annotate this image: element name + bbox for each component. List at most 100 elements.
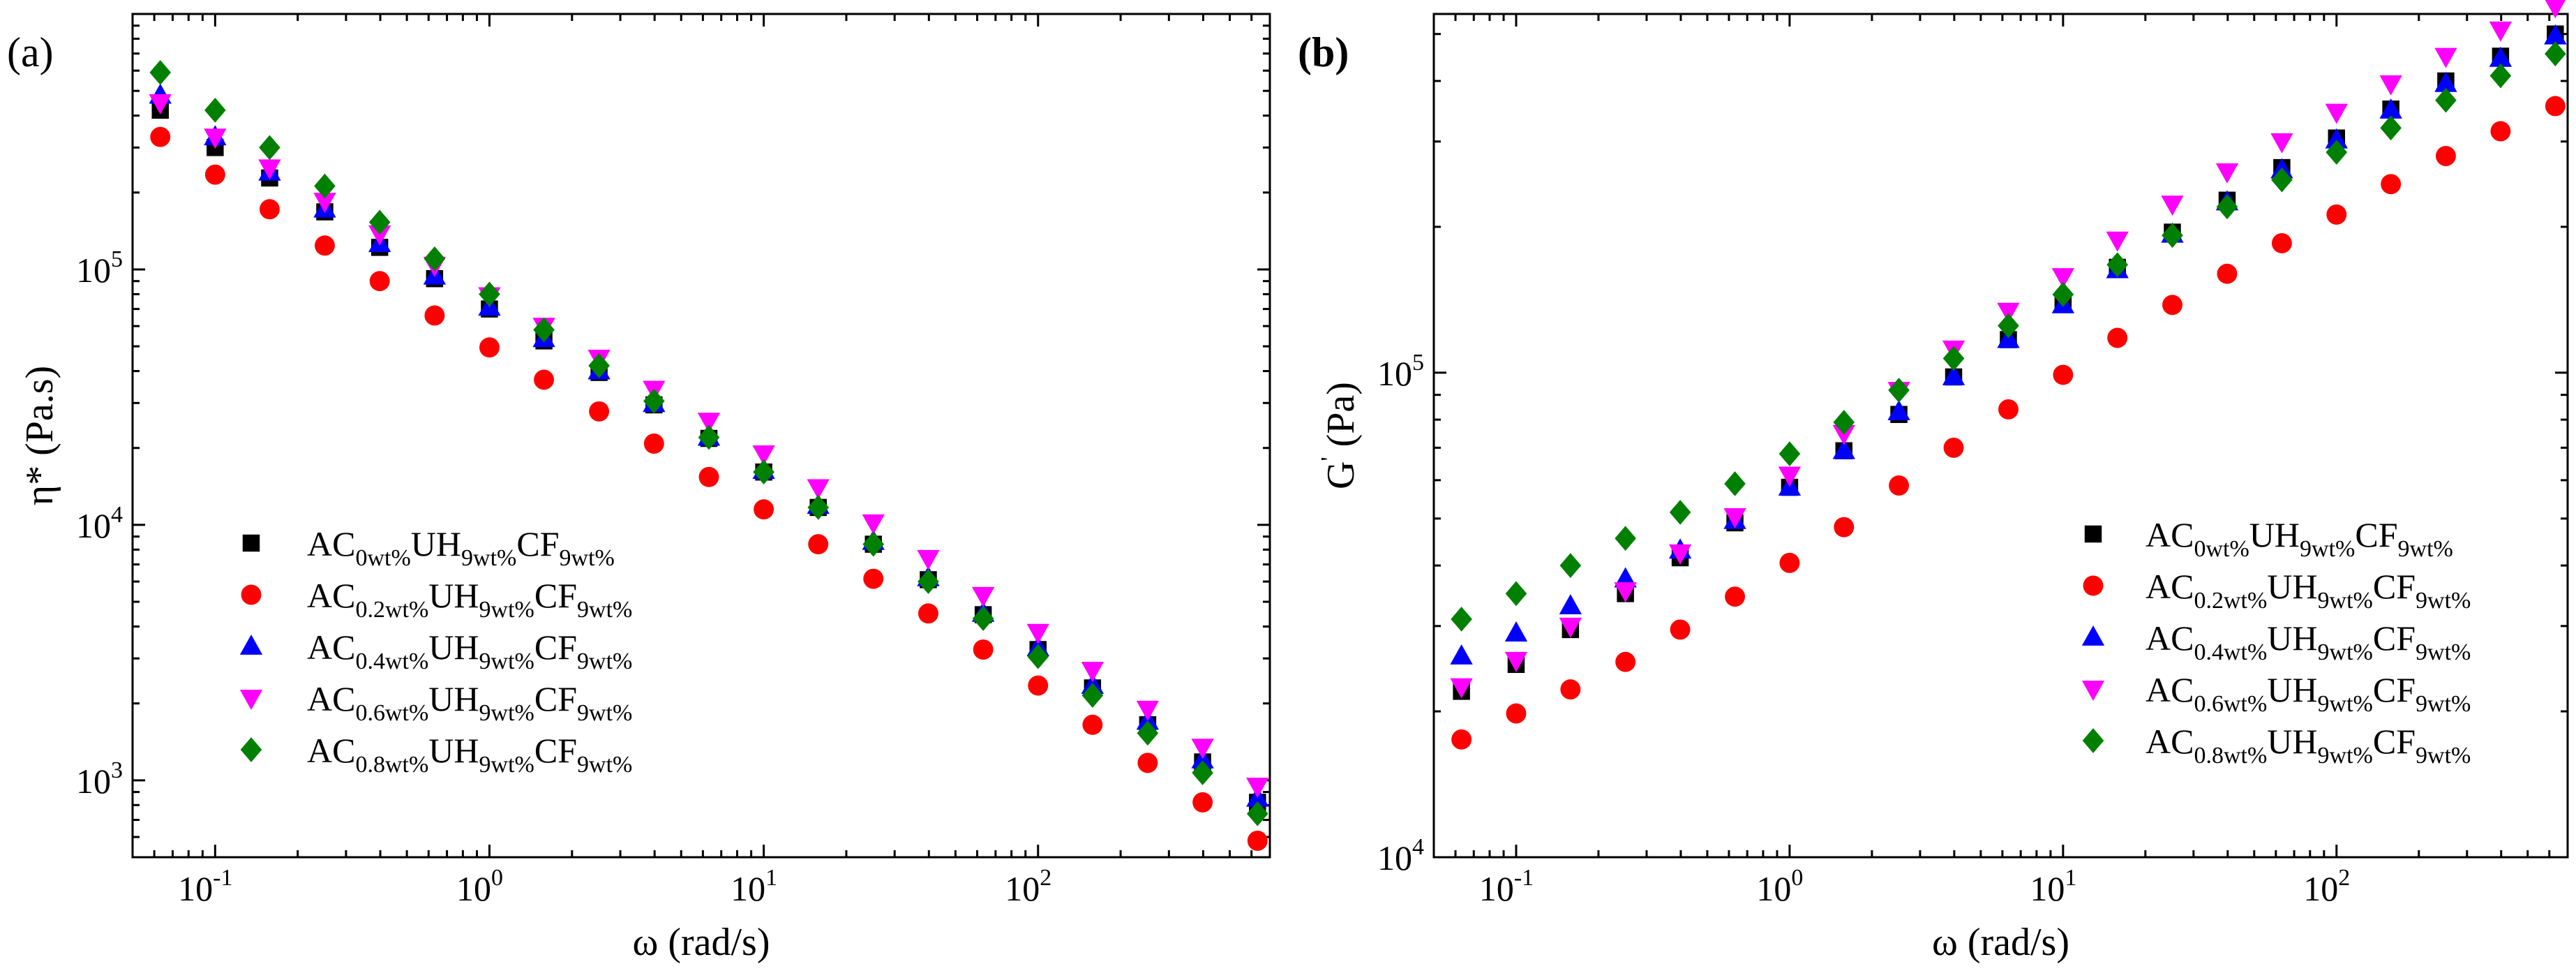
y-axis-title-main: G bbox=[1319, 461, 1363, 489]
data-point bbox=[862, 514, 885, 535]
data-point bbox=[1191, 739, 1214, 759]
legend-label: AC0.8wt%UH9wt%CF9wt% bbox=[307, 731, 632, 778]
data-point bbox=[479, 337, 500, 358]
data-point bbox=[918, 569, 939, 594]
legend-label-part: CF bbox=[2373, 567, 2416, 606]
legend-label-part: UH bbox=[2267, 567, 2317, 606]
x-tick-label: 100 bbox=[456, 865, 503, 908]
legend-label-subscript: 9wt% bbox=[2416, 639, 2471, 665]
y-tick-exponent: 4 bbox=[1412, 834, 1424, 860]
x-tick-base: 10 bbox=[731, 869, 765, 908]
data-point bbox=[1451, 729, 1472, 750]
data-point bbox=[368, 225, 391, 246]
data-point bbox=[1779, 441, 1801, 466]
legend-label-subscript: 9wt% bbox=[2398, 536, 2453, 562]
data-point bbox=[2490, 121, 2511, 142]
x-tick-label: 102 bbox=[1005, 865, 1051, 908]
data-point bbox=[1832, 438, 1855, 459]
y-tick-exponent: 4 bbox=[111, 502, 123, 528]
data-point bbox=[2216, 194, 2238, 220]
data-point bbox=[588, 353, 610, 378]
data-point bbox=[1081, 683, 1104, 709]
legend-label-subscript: 0.2wt% bbox=[355, 597, 428, 623]
data-point bbox=[1668, 544, 1692, 565]
legend-label-subscript: 9wt% bbox=[577, 752, 632, 778]
data-point bbox=[1833, 410, 1855, 435]
legend-label-subscript: 0wt% bbox=[355, 545, 410, 571]
data-point bbox=[2271, 232, 2292, 253]
legend-label-part: CF bbox=[2355, 515, 2397, 554]
panel-label: (a) bbox=[7, 29, 54, 75]
legend-label-subscript: 9wt% bbox=[479, 752, 534, 778]
data-point bbox=[2545, 41, 2566, 67]
legend-marker bbox=[2081, 625, 2105, 646]
data-point bbox=[479, 281, 500, 307]
legend-label-part: CF bbox=[516, 524, 559, 563]
y-tick-label: 105 bbox=[1377, 350, 1424, 393]
data-point bbox=[2052, 282, 2074, 307]
data-point bbox=[918, 603, 938, 624]
legend-marker bbox=[2081, 681, 2105, 701]
legend-label-subscript: 9wt% bbox=[2318, 691, 2373, 717]
data-point bbox=[1888, 378, 1910, 403]
data-point bbox=[1137, 720, 1159, 746]
data-point bbox=[2434, 47, 2457, 68]
data-point bbox=[533, 317, 555, 343]
data-point bbox=[259, 199, 280, 220]
data-point bbox=[1832, 424, 1855, 445]
data-point bbox=[1998, 399, 2019, 420]
y-tick-base: 10 bbox=[76, 251, 111, 290]
legend-label: AC0wt%UH9wt%CF9wt% bbox=[2146, 515, 2453, 562]
legend-label-subscript: 9wt% bbox=[2416, 588, 2471, 614]
data-point bbox=[2379, 75, 2402, 96]
data-point bbox=[1026, 623, 1049, 644]
legend-item: AC0.8wt%UH9wt%CF9wt% bbox=[240, 731, 632, 778]
data-point bbox=[1027, 644, 1049, 669]
data-point bbox=[698, 424, 720, 450]
data-point bbox=[808, 534, 829, 555]
legend-label-part: AC bbox=[2146, 670, 2194, 709]
x-tick-base: 10 bbox=[2030, 869, 2065, 908]
legend-label-subscript: 0.6wt% bbox=[355, 700, 428, 726]
legend-label-part: CF bbox=[534, 628, 577, 667]
x-tick-base: 10 bbox=[1756, 869, 1791, 908]
legend-label-part: CF bbox=[2373, 722, 2416, 761]
legend-label-subscript: 9wt% bbox=[2318, 743, 2373, 769]
data-point bbox=[807, 479, 830, 500]
data-point bbox=[1246, 801, 1268, 827]
data-point bbox=[2434, 71, 2457, 92]
legend-label-part: CF bbox=[2373, 618, 2416, 658]
x-tick-label: 101 bbox=[2030, 865, 2076, 908]
data-point bbox=[2271, 167, 2293, 193]
data-point bbox=[1614, 582, 1637, 603]
legend-label-subscript: 0wt% bbox=[2194, 536, 2249, 562]
series-4 bbox=[149, 60, 1268, 827]
data-point bbox=[1450, 644, 1473, 665]
y-tick-exponent: 5 bbox=[1412, 350, 1424, 376]
data-point bbox=[754, 499, 774, 520]
legend-item: AC0wt%UH9wt%CF9wt% bbox=[2084, 515, 2453, 562]
data-point bbox=[2162, 295, 2182, 316]
data-point bbox=[2435, 87, 2457, 113]
legend-label-part: UH bbox=[428, 628, 479, 667]
data-point bbox=[1247, 830, 1268, 851]
data-point bbox=[1192, 760, 1213, 785]
data-point bbox=[2106, 252, 2129, 278]
y-axis-title: G' (Pa) bbox=[1317, 382, 1363, 489]
y-tick-base: 10 bbox=[76, 762, 111, 801]
legend-label-subscript: 9wt% bbox=[479, 597, 534, 623]
plot-frame bbox=[1432, 13, 2569, 859]
legend-label: AC0.2wt%UH9wt%CF9wt% bbox=[2146, 567, 2471, 614]
legend-label: AC0.2wt%UH9wt%CF9wt% bbox=[307, 576, 632, 623]
y-tick-exponent: 5 bbox=[111, 246, 123, 272]
legend-label-part: UH bbox=[2267, 670, 2317, 709]
data-point bbox=[2381, 174, 2402, 195]
data-point bbox=[1834, 517, 1855, 538]
data-point bbox=[2435, 146, 2456, 166]
legend-label-subscript: 0.4wt% bbox=[355, 648, 428, 674]
legend-label-part: CF bbox=[534, 576, 577, 615]
x-tick-exponent: -1 bbox=[1514, 865, 1534, 891]
data-point bbox=[1670, 619, 1691, 640]
legend-label-part: AC bbox=[2146, 722, 2194, 761]
